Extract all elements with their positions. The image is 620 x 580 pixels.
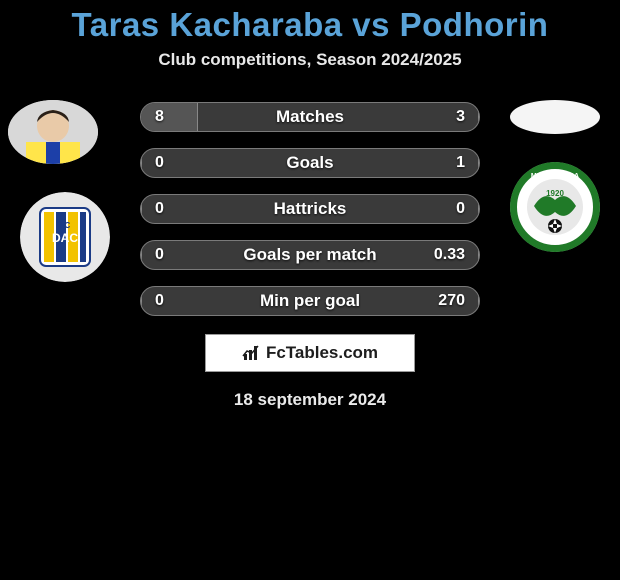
stat-fill-left [141,149,142,177]
stat-row-matches: 8 Matches 3 [140,102,480,132]
page-title: Taras Kacharaba vs Podhorin [0,0,620,44]
stat-fill-left [141,103,198,131]
stat-value-right: 0.33 [434,241,465,269]
stat-fill-left [141,241,142,269]
stat-row-hattricks: 0 Hattricks 0 [140,194,480,224]
date-label: 18 september 2024 [0,390,620,410]
stat-label: Hattricks [141,195,479,223]
club-left-logo: DAC FC [20,192,110,282]
stat-row-goals-per-match: 0 Goals per match 0.33 [140,240,480,270]
stat-row-goals: 0 Goals 1 [140,148,480,178]
stat-bars: 8 Matches 3 0 Goals 1 0 Hattricks 0 0 Go… [140,102,480,332]
stat-value-left: 8 [155,103,164,131]
stat-value-right: 1 [456,149,465,177]
stat-fill-right [478,195,479,223]
stat-fill-right [478,103,479,131]
svg-text:FC: FC [60,221,71,230]
stat-value-right: 270 [438,287,465,315]
stat-fill-left [141,195,142,223]
player-left-avatar [8,100,98,164]
stat-row-min-per-goal: 0 Min per goal 270 [140,286,480,316]
club-left-badge-icon: DAC FC [20,192,110,282]
stat-label: Goals per match [141,241,479,269]
stat-value-right: 3 [456,103,465,131]
stat-fill-right [478,287,479,315]
stat-label: Min per goal [141,287,479,315]
svg-text:MFK SKALICA: MFK SKALICA [531,173,579,180]
stat-value-left: 0 [155,195,164,223]
branding-label: FcTables.com [266,343,378,363]
stat-value-left: 0 [155,241,164,269]
stat-value-left: 0 [155,149,164,177]
stat-fill-left [141,287,142,315]
player-right-avatar [510,100,600,134]
player-left-portrait-icon [8,100,98,164]
stat-fill-right [478,241,479,269]
stat-label: Goals [141,149,479,177]
svg-text:DAC: DAC [52,231,78,245]
chart-icon [242,344,260,362]
stat-fill-right [478,149,479,177]
branding-box[interactable]: FcTables.com [205,334,415,372]
club-right-badge-icon: MFK SKALICA 1920 [510,162,600,252]
stat-value-left: 0 [155,287,164,315]
svg-text:1920: 1920 [546,189,564,198]
page-subtitle: Club competitions, Season 2024/2025 [0,50,620,70]
club-right-logo: MFK SKALICA 1920 [510,162,600,252]
stat-value-right: 0 [456,195,465,223]
